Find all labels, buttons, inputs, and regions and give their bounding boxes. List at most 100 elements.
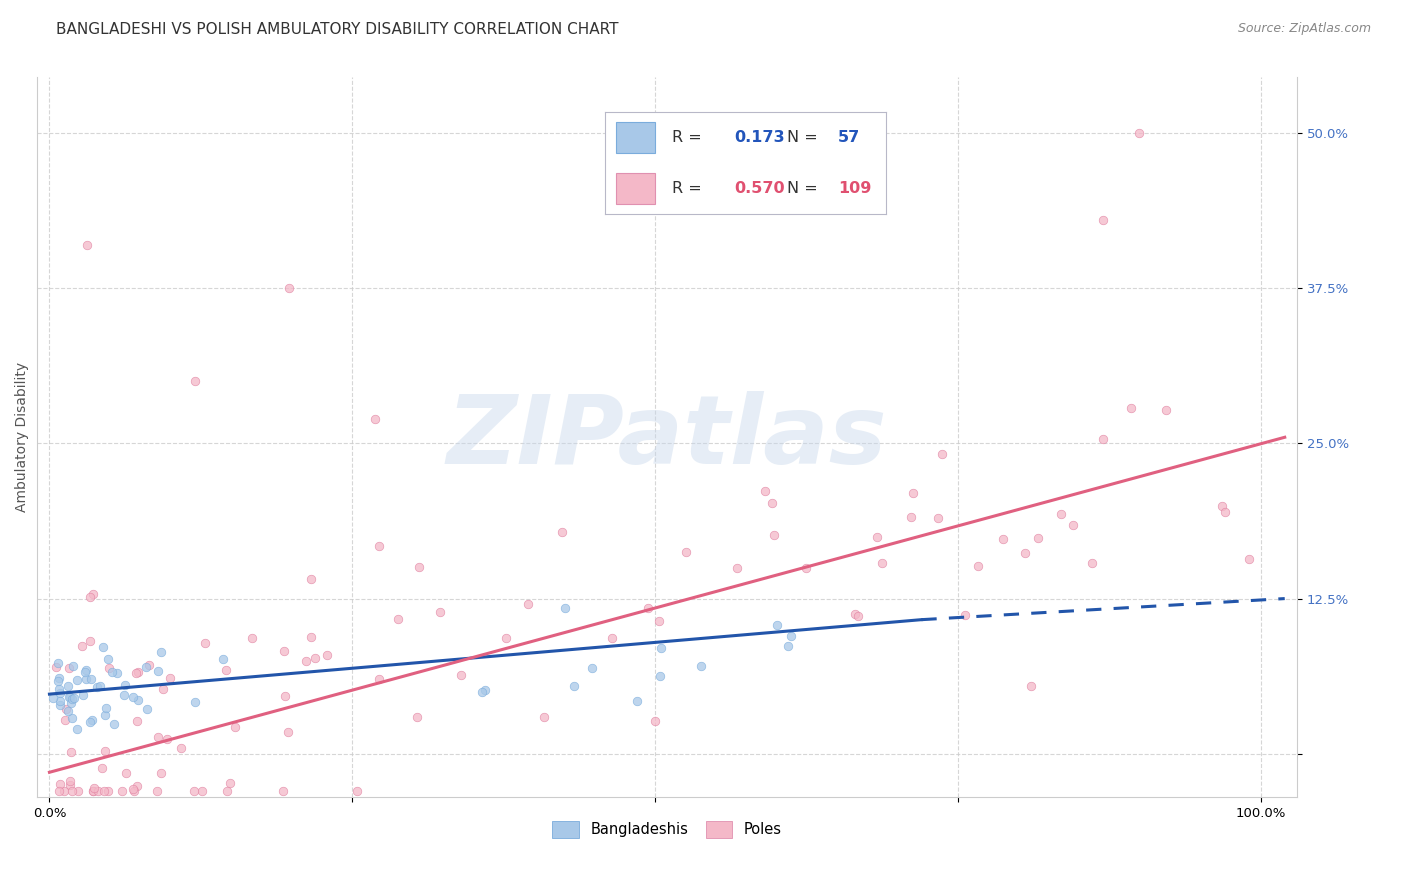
- Point: [48, 784, 70, 798]
- Point: [121, 690, 143, 705]
- Point: [59, 696, 82, 710]
- Point: [152, 681, 174, 696]
- Text: R =: R =: [672, 181, 702, 196]
- Point: [42, 691, 65, 706]
- Point: [53, 784, 76, 798]
- Point: [1026, 531, 1049, 545]
- Point: [59, 690, 82, 704]
- Point: [83, 781, 105, 796]
- Point: [149, 765, 172, 780]
- Point: [516, 597, 538, 611]
- Point: [48, 777, 70, 791]
- FancyBboxPatch shape: [616, 173, 655, 204]
- Point: [93, 708, 115, 723]
- Point: [146, 665, 169, 679]
- Point: [991, 532, 1014, 546]
- Point: [62, 658, 84, 673]
- Legend: Bangladeshis, Poles: Bangladeshis, Poles: [547, 815, 787, 844]
- Point: [75, 672, 97, 686]
- Point: [1237, 552, 1260, 566]
- Point: [273, 643, 295, 657]
- Point: [754, 484, 776, 499]
- Point: [146, 784, 169, 798]
- Point: [278, 281, 301, 295]
- Point: [217, 784, 239, 798]
- Point: [58, 661, 80, 675]
- Point: [96, 700, 118, 714]
- Point: [626, 694, 648, 708]
- Point: [149, 645, 172, 659]
- Text: 0.570: 0.570: [734, 181, 785, 196]
- FancyBboxPatch shape: [616, 122, 655, 153]
- Point: [53, 713, 76, 727]
- Point: [219, 776, 242, 790]
- Point: [49, 698, 72, 712]
- Point: [46, 656, 69, 670]
- Point: [100, 665, 122, 679]
- Point: [97, 651, 120, 665]
- Text: 57: 57: [838, 129, 860, 145]
- Point: [650, 669, 672, 683]
- Point: [72, 688, 94, 702]
- Point: [59, 773, 82, 788]
- Text: Source: ZipAtlas.com: Source: ZipAtlas.com: [1237, 22, 1371, 36]
- Point: [903, 486, 925, 500]
- Point: [277, 725, 299, 739]
- Point: [114, 678, 136, 692]
- Point: [562, 679, 585, 693]
- Point: [215, 663, 238, 677]
- Point: [56, 679, 79, 693]
- Point: [429, 605, 451, 619]
- Point: [766, 618, 789, 632]
- Point: [1050, 507, 1073, 521]
- Point: [762, 528, 785, 542]
- Point: [105, 665, 128, 680]
- Point: [79, 633, 101, 648]
- Point: [224, 720, 246, 734]
- Text: 109: 109: [838, 181, 872, 196]
- Y-axis label: Ambulatory Disability: Ambulatory Disability: [15, 362, 30, 512]
- Point: [82, 784, 104, 798]
- Point: [122, 782, 145, 797]
- Point: [408, 560, 430, 574]
- Point: [368, 539, 391, 553]
- Point: [127, 665, 149, 679]
- Point: [112, 688, 135, 702]
- Point: [299, 572, 322, 586]
- Point: [45, 659, 67, 673]
- Point: [387, 611, 409, 625]
- Point: [66, 784, 89, 798]
- Point: [93, 784, 115, 798]
- Point: [274, 689, 297, 703]
- Point: [159, 671, 181, 685]
- Point: [1211, 499, 1233, 513]
- Point: [125, 714, 148, 728]
- Point: [316, 648, 339, 663]
- Point: [554, 601, 576, 615]
- Point: [1119, 401, 1142, 415]
- Point: [87, 784, 110, 798]
- Point: [127, 779, 149, 793]
- Point: [364, 411, 387, 425]
- Point: [474, 683, 496, 698]
- Point: [48, 671, 70, 685]
- Point: [156, 732, 179, 747]
- Text: ZIPatlas: ZIPatlas: [447, 391, 887, 483]
- Point: [647, 614, 669, 628]
- Point: [191, 784, 214, 798]
- Point: [900, 510, 922, 524]
- Point: [650, 640, 672, 655]
- Point: [368, 672, 391, 686]
- Point: [60, 692, 83, 706]
- Point: [844, 607, 866, 621]
- Point: [48, 686, 70, 700]
- Point: [211, 652, 233, 666]
- Point: [82, 784, 104, 798]
- Point: [966, 558, 988, 573]
- Point: [725, 561, 748, 575]
- Point: [637, 600, 659, 615]
- Point: [63, 691, 86, 706]
- Point: [89, 679, 111, 693]
- Point: [79, 715, 101, 730]
- Point: [675, 545, 697, 559]
